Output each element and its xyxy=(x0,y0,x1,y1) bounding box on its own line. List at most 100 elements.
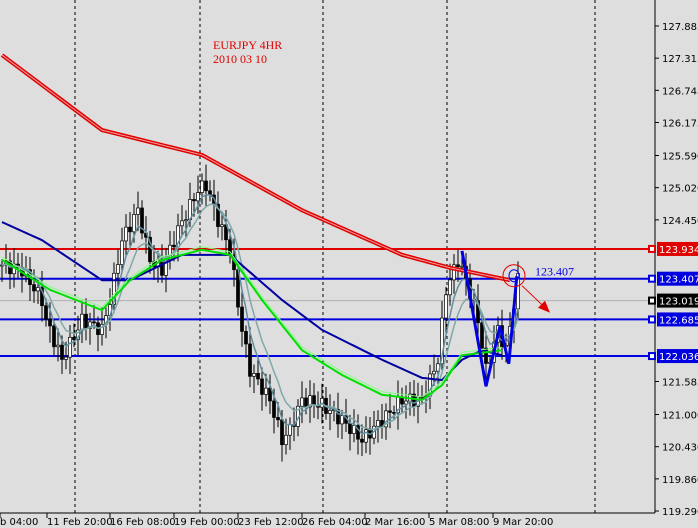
y-tick-label: 125.590 xyxy=(662,152,698,163)
candle-body xyxy=(300,397,304,407)
x-tick-label: 2 Mar 16:00 xyxy=(365,517,425,528)
y-tick-label: 121.000 xyxy=(662,411,698,422)
target-inner-circle-icon xyxy=(508,269,520,283)
candle-body xyxy=(444,294,448,319)
candle-body xyxy=(448,279,452,296)
candle-body xyxy=(172,244,176,248)
candle-body xyxy=(60,344,64,360)
candle-body xyxy=(184,219,188,222)
candle-body xyxy=(116,264,120,274)
pattern-zigzag-line xyxy=(460,250,519,387)
target-circle-icon xyxy=(502,264,526,288)
candle-body xyxy=(244,331,248,345)
x-tick-label: 11 Feb 20:00 xyxy=(47,517,113,528)
moving-average-line xyxy=(1,221,503,382)
candle-body xyxy=(44,305,48,320)
moving-average-line xyxy=(1,248,503,401)
candle-body xyxy=(280,419,284,446)
candle-body xyxy=(376,420,380,427)
candle-body xyxy=(432,370,436,375)
current-price-box xyxy=(657,293,698,308)
moving-average-line xyxy=(0,53,511,283)
moving-average-line-inner xyxy=(1,54,511,281)
level-price-label: 123.407 xyxy=(659,275,698,286)
candle-body xyxy=(260,378,264,395)
level-price-marker xyxy=(648,315,656,324)
fast-moving-average-line xyxy=(1,203,519,431)
candle-body xyxy=(312,395,316,406)
candle-body xyxy=(52,325,56,348)
candle-body xyxy=(304,397,308,408)
candle-body xyxy=(264,387,268,395)
current-price-label: 123.019 xyxy=(659,297,698,308)
candle-body xyxy=(48,318,52,327)
candle-body xyxy=(148,236,152,263)
candle-body xyxy=(356,425,360,440)
candle-body xyxy=(84,313,88,329)
x-tick-label: 23 Feb 12:00 xyxy=(238,517,304,528)
candle-body xyxy=(100,324,104,335)
x-tick-label: 5 Mar 08:00 xyxy=(429,517,489,528)
candle-body xyxy=(124,226,128,242)
candle-body xyxy=(196,192,200,202)
candle-body xyxy=(456,264,460,267)
candle-body xyxy=(404,400,408,405)
y-tick-label: 119.860 xyxy=(662,475,698,486)
candle-body xyxy=(328,409,332,414)
y-tick-label: 124.450 xyxy=(662,216,698,227)
candle-body xyxy=(220,224,224,227)
candle-body xyxy=(484,347,488,364)
candle-body xyxy=(160,259,164,276)
x-tick-label: 9 Mar 20:00 xyxy=(493,517,553,528)
candle-body xyxy=(268,387,272,402)
candle-body xyxy=(240,306,244,332)
y-tick-label: 127.315 xyxy=(662,54,698,65)
candle-body xyxy=(64,356,68,360)
candle-body xyxy=(440,317,444,365)
candle-body xyxy=(56,344,60,348)
candle-body xyxy=(340,415,344,425)
level-price-marker xyxy=(648,352,656,361)
candle-body xyxy=(248,343,252,377)
candle-body xyxy=(252,373,256,377)
candle-body xyxy=(32,284,36,292)
candle-body xyxy=(180,220,184,227)
x-tick-label: b 04:00 xyxy=(0,517,38,528)
current-price-marker xyxy=(648,296,656,305)
chart-subtitle: 2010 03 10 xyxy=(213,52,267,66)
candle-body xyxy=(132,214,136,233)
moving-average-line-secondary xyxy=(1,246,503,398)
candle-body xyxy=(452,264,456,281)
y-tick-label: 127.885 xyxy=(662,22,698,33)
level-price-label: 122.685 xyxy=(659,315,698,326)
candle-body xyxy=(128,226,132,233)
candle-body xyxy=(460,265,464,268)
arrow-line xyxy=(521,285,545,308)
candle-body xyxy=(348,422,352,434)
candle-body xyxy=(112,272,116,305)
x-tick-label: 19 Feb 00:00 xyxy=(174,517,240,528)
candle-body xyxy=(192,199,196,202)
level-price-marker xyxy=(648,274,656,283)
candle-body xyxy=(80,313,84,331)
fast-moving-average-line xyxy=(1,194,519,436)
candle-body xyxy=(388,410,392,413)
x-tick-label: 26 Feb 04:00 xyxy=(302,517,368,528)
candle-body xyxy=(384,410,388,428)
level-price-box xyxy=(657,349,698,364)
candle-body xyxy=(216,203,220,227)
arrow-head-icon xyxy=(538,300,550,313)
y-tick-label: 126.175 xyxy=(662,118,698,129)
y-tick-label: 121.585 xyxy=(662,378,698,389)
candle-body xyxy=(256,373,260,380)
candle-body xyxy=(68,336,72,358)
candle-body xyxy=(364,429,368,443)
level-price-box xyxy=(657,312,698,327)
candle-body xyxy=(336,409,340,425)
x-tick-label: 16 Feb 08:00 xyxy=(110,517,176,528)
candle-body xyxy=(120,240,124,265)
candle-body xyxy=(36,287,40,292)
candle-body xyxy=(276,417,280,421)
y-tick-label: 120.430 xyxy=(662,443,698,454)
